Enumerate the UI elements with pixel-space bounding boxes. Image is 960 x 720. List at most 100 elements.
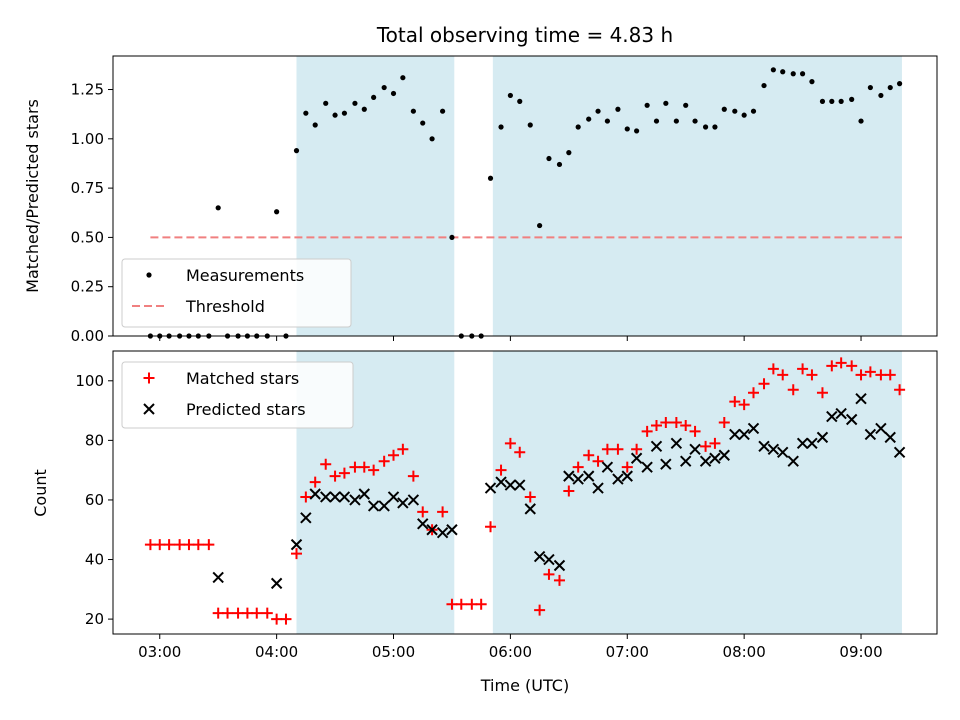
bottom-series-1-point-32 <box>612 473 624 485</box>
bottom-series-0-point-58 <box>709 437 721 449</box>
top-series-0-point-23 <box>371 94 377 101</box>
bottom-legend-marker-1 <box>143 403 155 415</box>
bottom-series-1-point-5 <box>320 491 332 503</box>
top-series-0-point-15 <box>293 148 300 154</box>
bottom-series-1-point-12 <box>387 491 400 503</box>
top-series-0-point-50 <box>634 128 640 134</box>
bottom-series-1-point-45 <box>738 428 750 441</box>
top-series-0-point-73 <box>858 118 864 124</box>
bottom-series-0-point-65 <box>777 369 789 381</box>
bottom-series-1-point-39 <box>680 455 692 467</box>
bottom-series-0-point-74 <box>864 366 876 378</box>
bottom-series-0-point-39 <box>524 491 536 503</box>
bottom-series-1-point-17 <box>436 527 449 539</box>
bottom-series-0-point-36 <box>495 464 507 476</box>
bottom-series-0-point-45 <box>583 449 595 461</box>
bottom-series-0-point-63 <box>758 378 770 390</box>
top-shaded-region-1 <box>492 56 902 336</box>
top-series-0-point-39 <box>527 122 533 128</box>
bottom-series-0-point-13 <box>271 613 283 625</box>
top-series-0-point-62 <box>750 108 757 114</box>
top-series-0-point-51 <box>644 102 650 108</box>
top-series-0-point-22 <box>361 106 367 112</box>
top-ytick-label-4: 1.00 <box>71 130 104 148</box>
top-series-0-point-68 <box>809 79 815 85</box>
bottom-legend-marker-0 <box>143 372 155 384</box>
top-series-0-point-59 <box>721 106 727 112</box>
bottom-ytick-label-2: 60 <box>85 491 104 509</box>
top-series-0-point-13 <box>274 209 280 215</box>
bottom-series-1-point-18 <box>446 524 458 536</box>
bottom-series-0-point-24 <box>378 455 390 467</box>
bottom-series-0-point-23 <box>368 464 380 476</box>
bottom-legend-label-1: Predicted stars <box>186 400 306 419</box>
bottom-y-axis-title: Count <box>31 469 50 517</box>
bottom-series-0-point-10 <box>241 607 253 619</box>
top-series-0-point-25 <box>390 90 397 97</box>
bottom-series-1-point-20 <box>495 476 507 488</box>
bottom-series-0-point-11 <box>251 607 263 619</box>
bottom-series-0-point-51 <box>641 425 653 437</box>
bottom-series-1-point-51 <box>796 437 809 450</box>
top-series-0-point-66 <box>790 71 796 77</box>
top-ytick-label-5: 1.25 <box>71 81 104 99</box>
bottom-series-1-point-14 <box>407 494 420 506</box>
bottom-series-0-point-18 <box>320 458 332 470</box>
top-series-0-point-71 <box>838 98 844 104</box>
bottom-series-1-point-2 <box>290 538 303 551</box>
bottom-series-1-point-10 <box>367 500 380 512</box>
bottom-series-0-point-40 <box>534 604 546 616</box>
bottom-series-0-point-12 <box>261 607 273 619</box>
bottom-series-1-point-55 <box>835 407 847 420</box>
bottom-series-0-point-67 <box>797 363 809 375</box>
bottom-series-1-point-49 <box>777 446 789 458</box>
bottom-series-0-point-17 <box>309 476 321 488</box>
bottom-series-0-point-53 <box>660 416 672 428</box>
top-legend-marker-0 <box>146 272 152 278</box>
bottom-series-1-point-48 <box>767 443 780 456</box>
bottom-series-0-point-15 <box>291 548 303 560</box>
top-legend-label-0: Measurements <box>186 266 304 285</box>
bottom-series-1-point-3 <box>300 512 312 524</box>
bottom-series-1-point-0 <box>212 571 224 584</box>
bottom-series-1-point-44 <box>729 428 741 441</box>
top-series-0-point-43 <box>566 150 572 156</box>
x-axis-title: Time (UTC) <box>480 676 569 695</box>
top-y-axis-title: Matched/Predicted stars <box>23 99 42 293</box>
bottom-series-1-point-34 <box>630 452 643 464</box>
bottom-xtick-label-5: 08:00 <box>723 643 766 661</box>
bottom-series-1-point-41 <box>699 455 712 467</box>
bottom-plot-area: 20 40 60 80 100 03:00 04:00 05:00 06:00 07:00 08:0… <box>75 350 938 661</box>
bottom-series-1-point-59 <box>875 422 887 435</box>
top-series-0-point-27 <box>410 108 416 114</box>
bottom-series-1-point-54 <box>826 410 838 423</box>
bottom-series-0-point-2 <box>163 539 175 551</box>
bottom-series-0-point-66 <box>787 384 799 396</box>
top-series-0-point-44 <box>575 124 581 130</box>
top-series-0-point-70 <box>829 98 835 104</box>
top-series-0-point-49 <box>624 126 630 132</box>
top-series-0-point-57 <box>702 124 709 130</box>
bottom-series-0-point-75 <box>875 369 887 381</box>
bottom-series-1-point-57 <box>855 392 867 405</box>
bottom-series-0-point-31 <box>446 598 458 610</box>
top-series-0-point-67 <box>799 71 806 77</box>
top-series-0-point-64 <box>770 67 776 73</box>
bottom-series-1-point-1 <box>270 577 283 590</box>
top-series-0-point-54 <box>673 118 679 124</box>
bottom-series-0-point-20 <box>338 467 350 479</box>
bottom-series-0-point-21 <box>349 461 361 473</box>
bottom-series-0-point-54 <box>670 416 682 428</box>
bottom-series-1-point-23 <box>524 503 536 515</box>
top-series-0-point-61 <box>741 112 747 118</box>
top-series-0-point-74 <box>867 84 873 91</box>
bottom-series-0-point-71 <box>835 357 847 369</box>
top-series-0-point-56 <box>692 118 698 124</box>
top-axes-frame <box>112 55 938 337</box>
bottom-series-0-point-38 <box>514 446 526 458</box>
bottom-series-1-point-6 <box>329 491 341 503</box>
bottom-series-0-point-9 <box>232 607 244 619</box>
top-series-0-point-37 <box>507 92 513 99</box>
bottom-series-1-point-52 <box>806 437 818 450</box>
